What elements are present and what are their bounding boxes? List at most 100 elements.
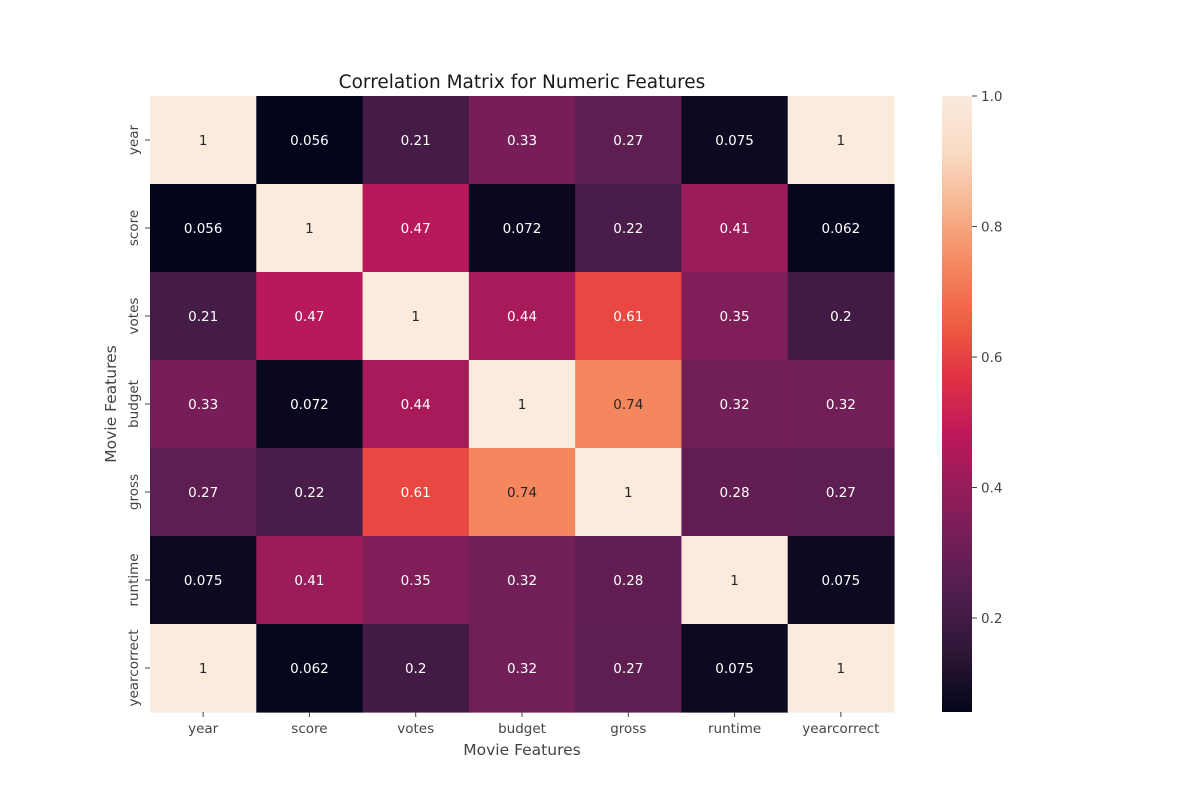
heatmap-cell-votes-gross [575,272,683,361]
cell-value-label: 0.32 [507,661,537,677]
heatmap-cell-votes-yearcorrect [787,272,895,361]
heatmap-cell-year-gross [575,96,683,185]
cell-value-label: 0.47 [294,309,324,325]
cell-value-label: 1 [730,573,739,589]
heatmap-cell-year-budget [468,96,576,185]
cell-value-label: 1 [837,133,846,149]
cell-value-label: 0.44 [401,397,431,413]
cell-value-label: 0.075 [822,573,861,589]
heatmap-cell-score-runtime [681,184,789,273]
cell-value-label: 0.74 [613,397,643,413]
y-tick-label: year [126,124,142,155]
colorbar-tick-label: 0.6 [981,350,1002,366]
heatmap-cell-votes-year [150,272,257,361]
heatmap-cell-gross-gross [575,448,683,537]
y-tick-label: votes [126,298,142,335]
cell-value-label: 1 [199,133,208,149]
colorbar-tick-label: 0.8 [981,220,1002,236]
y-tick-label: budget [126,380,142,428]
cell-value-label: 1 [411,309,420,325]
cell-value-label: 1 [837,661,846,677]
x-axis-ticks: year score votes budget gross runtime yearcorr… [188,712,879,737]
heatmap-cell-runtime-yearcorrect [787,536,895,625]
x-tick-label: budget [498,721,546,737]
y-axis-ticks: year score votes budget gross runtime yearcorr… [126,124,150,707]
heatmap-cell-year-year [150,96,257,185]
heatmap-cell-score-year [150,184,257,273]
heatmap-cell-budget-year [150,360,257,449]
heatmap-cell-gross-votes [362,448,470,537]
y-tick-label: yearcorrect [126,629,142,706]
x-tick-label: gross [610,721,646,737]
heatmap-cell-gross-runtime [681,448,789,537]
cell-value-label: 0.33 [188,397,218,413]
x-tick-label: yearcorrect [802,721,879,737]
cell-value-label: 0.28 [613,573,643,589]
heatmap-cell-yearcorrect-score [256,624,364,713]
heatmap-cell-budget-votes [362,360,470,449]
cell-value-label: 0.27 [613,133,643,149]
heatmap-cell-budget-gross [575,360,683,449]
cell-value-label: 0.32 [720,397,750,413]
heatmap-cells [150,96,895,713]
heatmap-cell-score-yearcorrect [787,184,895,273]
x-tick-label: score [291,721,327,737]
heatmap-cell-runtime-votes [362,536,470,625]
heatmap-cell-year-runtime [681,96,789,185]
cell-value-label: 0.075 [715,133,754,149]
cell-value-label: 0.32 [507,573,537,589]
cell-value-label: 0.2 [405,661,426,677]
cell-value-label: 1 [624,485,633,501]
cell-value-label: 0.072 [290,397,329,413]
cell-value-label: 0.32 [826,397,856,413]
x-tick-label: runtime [708,721,761,737]
cell-value-label: 0.61 [613,309,643,325]
heatmap-cell-budget-budget [468,360,576,449]
cell-value-label: 1 [518,397,527,413]
heatmap-cell-gross-score [256,448,364,537]
cell-value-label: 0.22 [613,221,643,237]
heatmap-cell-gross-year [150,448,257,537]
heatmap-cell-score-votes [362,184,470,273]
cell-value-label: 0.27 [188,485,218,501]
cell-value-label: 0.27 [613,661,643,677]
heatmap-cell-budget-score [256,360,364,449]
heatmap-cell-yearcorrect-year [150,624,257,713]
cell-value-label: 0.2 [830,309,851,325]
heatmap-cell-votes-votes [362,272,470,361]
x-axis-label: Movie Features [463,741,580,759]
heatmap-cell-runtime-year [150,536,257,625]
heatmap-cell-year-votes [362,96,470,185]
x-tick-label: votes [397,721,434,737]
heatmap-cell-runtime-gross [575,536,683,625]
colorbar-tick-label: 0.4 [981,481,1002,497]
heatmap-cell-gross-yearcorrect [787,448,895,537]
heatmap-cell-yearcorrect-runtime [681,624,789,713]
y-axis-label: Movie Features [102,345,120,462]
cell-value-label: 0.072 [503,221,542,237]
heatmap-cell-yearcorrect-votes [362,624,470,713]
heatmap-cell-year-score [256,96,364,185]
heatmap-cell-votes-score [256,272,364,361]
heatmap-cell-yearcorrect-budget [468,624,576,713]
cell-value-label: 0.44 [507,309,537,325]
cell-value-label: 0.056 [184,221,223,237]
cell-value-label: 1 [305,221,314,237]
cell-value-label: 0.062 [822,221,861,237]
cell-value-label: 1 [199,661,208,677]
cell-value-label: 0.35 [401,573,431,589]
colorbar-tick-label: 1.0 [981,89,1002,105]
cell-labels: 1 0.056 0.21 0.33 0.27 0.075 10.056 1 0.47 0.072 0… [184,133,860,677]
heatmap-cell-score-budget [468,184,576,273]
heatmap-cell-yearcorrect-yearcorrect [787,624,895,713]
chart-title: Correlation Matrix for Numeric Features [339,72,706,93]
cell-value-label: 0.21 [188,309,218,325]
cell-value-label: 0.41 [720,221,750,237]
y-tick-label: runtime [126,553,142,606]
cell-value-label: 0.075 [184,573,223,589]
cell-value-label: 0.22 [294,485,324,501]
cell-value-label: 0.33 [507,133,537,149]
heatmap-cell-yearcorrect-gross [575,624,683,713]
heatmap-cell-score-score [256,184,364,273]
